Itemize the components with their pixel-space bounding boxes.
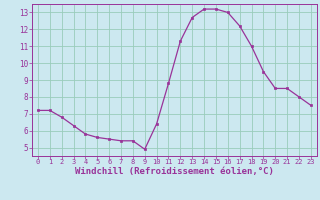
X-axis label: Windchill (Refroidissement éolien,°C): Windchill (Refroidissement éolien,°C) [75,167,274,176]
